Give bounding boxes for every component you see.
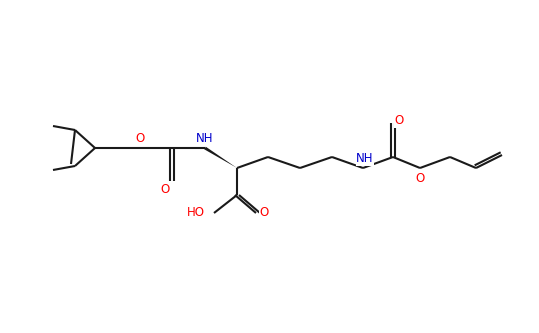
Text: NH: NH: [196, 133, 214, 146]
Text: O: O: [135, 133, 144, 146]
Text: HO: HO: [187, 206, 205, 219]
Text: O: O: [395, 115, 404, 128]
Text: NH: NH: [356, 153, 374, 166]
Polygon shape: [204, 147, 237, 168]
Text: O: O: [259, 206, 268, 219]
Text: O: O: [416, 171, 425, 184]
Text: O: O: [161, 183, 170, 196]
